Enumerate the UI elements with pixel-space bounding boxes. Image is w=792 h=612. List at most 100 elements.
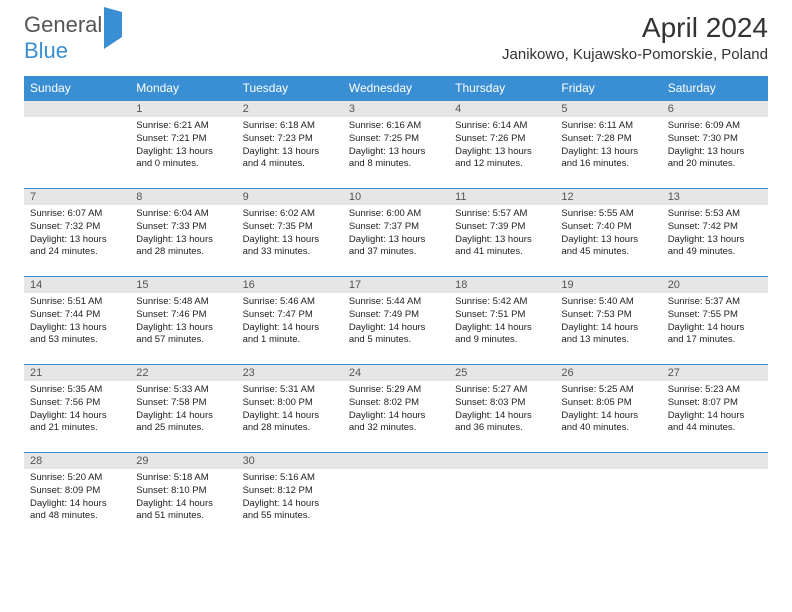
weekday-header: Monday (130, 76, 236, 101)
calendar-row: 21Sunrise: 5:35 AMSunset: 7:56 PMDayligh… (24, 365, 768, 453)
day-number: 9 (237, 189, 343, 205)
logo-text-1: General (24, 12, 102, 37)
day-content: Sunrise: 6:16 AMSunset: 7:25 PMDaylight:… (343, 117, 449, 174)
empty-cell (555, 453, 661, 541)
day-cell: 8Sunrise: 6:04 AMSunset: 7:33 PMDaylight… (130, 189, 236, 277)
day-cell: 3Sunrise: 6:16 AMSunset: 7:25 PMDaylight… (343, 101, 449, 189)
day-content: Sunrise: 5:23 AMSunset: 8:07 PMDaylight:… (662, 381, 768, 438)
day-number: 21 (24, 365, 130, 381)
day-cell: 26Sunrise: 5:25 AMSunset: 8:05 PMDayligh… (555, 365, 661, 453)
weekday-header: Wednesday (343, 76, 449, 101)
calendar-table: SundayMondayTuesdayWednesdayThursdayFrid… (24, 76, 768, 541)
day-cell: 6Sunrise: 6:09 AMSunset: 7:30 PMDaylight… (662, 101, 768, 189)
day-content: Sunrise: 6:18 AMSunset: 7:23 PMDaylight:… (237, 117, 343, 174)
day-content: Sunrise: 5:31 AMSunset: 8:00 PMDaylight:… (237, 381, 343, 438)
day-cell: 5Sunrise: 6:11 AMSunset: 7:28 PMDaylight… (555, 101, 661, 189)
day-number: 8 (130, 189, 236, 205)
logo-text: General Blue (24, 12, 122, 64)
day-number: 5 (555, 101, 661, 117)
day-cell: 18Sunrise: 5:42 AMSunset: 7:51 PMDayligh… (449, 277, 555, 365)
triangle-icon (104, 7, 122, 49)
day-number: 27 (662, 365, 768, 381)
day-content: Sunrise: 5:35 AMSunset: 7:56 PMDaylight:… (24, 381, 130, 438)
day-content: Sunrise: 5:53 AMSunset: 7:42 PMDaylight:… (662, 205, 768, 262)
empty-cell (343, 453, 449, 541)
day-content: Sunrise: 6:09 AMSunset: 7:30 PMDaylight:… (662, 117, 768, 174)
day-number: 24 (343, 365, 449, 381)
day-cell: 20Sunrise: 5:37 AMSunset: 7:55 PMDayligh… (662, 277, 768, 365)
day-cell: 14Sunrise: 5:51 AMSunset: 7:44 PMDayligh… (24, 277, 130, 365)
day-content: Sunrise: 6:21 AMSunset: 7:21 PMDaylight:… (130, 117, 236, 174)
day-content: Sunrise: 6:04 AMSunset: 7:33 PMDaylight:… (130, 205, 236, 262)
day-number: 23 (237, 365, 343, 381)
day-content: Sunrise: 5:46 AMSunset: 7:47 PMDaylight:… (237, 293, 343, 350)
day-cell: 21Sunrise: 5:35 AMSunset: 7:56 PMDayligh… (24, 365, 130, 453)
day-cell: 30Sunrise: 5:16 AMSunset: 8:12 PMDayligh… (237, 453, 343, 541)
day-cell: 13Sunrise: 5:53 AMSunset: 7:42 PMDayligh… (662, 189, 768, 277)
month-title: April 2024 (502, 12, 768, 44)
day-number: 26 (555, 365, 661, 381)
weekday-header: Tuesday (237, 76, 343, 101)
header: General Blue April 2024 Janikowo, Kujaws… (0, 0, 792, 72)
day-number: 15 (130, 277, 236, 293)
day-cell: 9Sunrise: 6:02 AMSunset: 7:35 PMDaylight… (237, 189, 343, 277)
day-cell: 27Sunrise: 5:23 AMSunset: 8:07 PMDayligh… (662, 365, 768, 453)
day-number: 19 (555, 277, 661, 293)
day-cell: 25Sunrise: 5:27 AMSunset: 8:03 PMDayligh… (449, 365, 555, 453)
day-content: Sunrise: 5:42 AMSunset: 7:51 PMDaylight:… (449, 293, 555, 350)
day-number: 6 (662, 101, 768, 117)
calendar-row: 7Sunrise: 6:07 AMSunset: 7:32 PMDaylight… (24, 189, 768, 277)
logo-text-2: Blue (24, 38, 68, 63)
day-number: 12 (555, 189, 661, 205)
day-number: 18 (449, 277, 555, 293)
empty-cell (24, 101, 130, 189)
day-number: 4 (449, 101, 555, 117)
day-content: Sunrise: 6:00 AMSunset: 7:37 PMDaylight:… (343, 205, 449, 262)
day-number: 22 (130, 365, 236, 381)
day-cell: 15Sunrise: 5:48 AMSunset: 7:46 PMDayligh… (130, 277, 236, 365)
day-content: Sunrise: 5:57 AMSunset: 7:39 PMDaylight:… (449, 205, 555, 262)
day-number: 25 (449, 365, 555, 381)
day-number: 17 (343, 277, 449, 293)
day-number: 7 (24, 189, 130, 205)
title-block: April 2024 Janikowo, Kujawsko-Pomorskie,… (502, 12, 768, 63)
day-cell: 19Sunrise: 5:40 AMSunset: 7:53 PMDayligh… (555, 277, 661, 365)
day-cell: 12Sunrise: 5:55 AMSunset: 7:40 PMDayligh… (555, 189, 661, 277)
day-number: 3 (343, 101, 449, 117)
day-content: Sunrise: 5:27 AMSunset: 8:03 PMDaylight:… (449, 381, 555, 438)
location: Janikowo, Kujawsko-Pomorskie, Poland (502, 46, 768, 63)
day-content: Sunrise: 5:18 AMSunset: 8:10 PMDaylight:… (130, 469, 236, 526)
day-cell: 24Sunrise: 5:29 AMSunset: 8:02 PMDayligh… (343, 365, 449, 453)
empty-cell (662, 453, 768, 541)
day-content: Sunrise: 5:55 AMSunset: 7:40 PMDaylight:… (555, 205, 661, 262)
calendar-row: 28Sunrise: 5:20 AMSunset: 8:09 PMDayligh… (24, 453, 768, 541)
day-content: Sunrise: 5:33 AMSunset: 7:58 PMDaylight:… (130, 381, 236, 438)
day-content: Sunrise: 6:02 AMSunset: 7:35 PMDaylight:… (237, 205, 343, 262)
day-number: 13 (662, 189, 768, 205)
day-cell: 7Sunrise: 6:07 AMSunset: 7:32 PMDaylight… (24, 189, 130, 277)
day-number: 1 (130, 101, 236, 117)
day-cell: 2Sunrise: 6:18 AMSunset: 7:23 PMDaylight… (237, 101, 343, 189)
logo: General Blue (24, 12, 122, 64)
weekday-header: Sunday (24, 76, 130, 101)
day-number: 16 (237, 277, 343, 293)
day-cell: 16Sunrise: 5:46 AMSunset: 7:47 PMDayligh… (237, 277, 343, 365)
day-content: Sunrise: 6:07 AMSunset: 7:32 PMDaylight:… (24, 205, 130, 262)
day-number: 2 (237, 101, 343, 117)
day-cell: 4Sunrise: 6:14 AMSunset: 7:26 PMDaylight… (449, 101, 555, 189)
day-cell: 17Sunrise: 5:44 AMSunset: 7:49 PMDayligh… (343, 277, 449, 365)
weekday-header: Saturday (662, 76, 768, 101)
day-content: Sunrise: 5:16 AMSunset: 8:12 PMDaylight:… (237, 469, 343, 526)
day-cell: 23Sunrise: 5:31 AMSunset: 8:00 PMDayligh… (237, 365, 343, 453)
day-content: Sunrise: 5:40 AMSunset: 7:53 PMDaylight:… (555, 293, 661, 350)
day-content: Sunrise: 5:37 AMSunset: 7:55 PMDaylight:… (662, 293, 768, 350)
weekday-header: Thursday (449, 76, 555, 101)
day-cell: 29Sunrise: 5:18 AMSunset: 8:10 PMDayligh… (130, 453, 236, 541)
day-cell: 22Sunrise: 5:33 AMSunset: 7:58 PMDayligh… (130, 365, 236, 453)
calendar-head: SundayMondayTuesdayWednesdayThursdayFrid… (24, 76, 768, 101)
day-number: 11 (449, 189, 555, 205)
day-content: Sunrise: 6:11 AMSunset: 7:28 PMDaylight:… (555, 117, 661, 174)
weekday-header: Friday (555, 76, 661, 101)
day-number: 14 (24, 277, 130, 293)
day-content: Sunrise: 5:20 AMSunset: 8:09 PMDaylight:… (24, 469, 130, 526)
